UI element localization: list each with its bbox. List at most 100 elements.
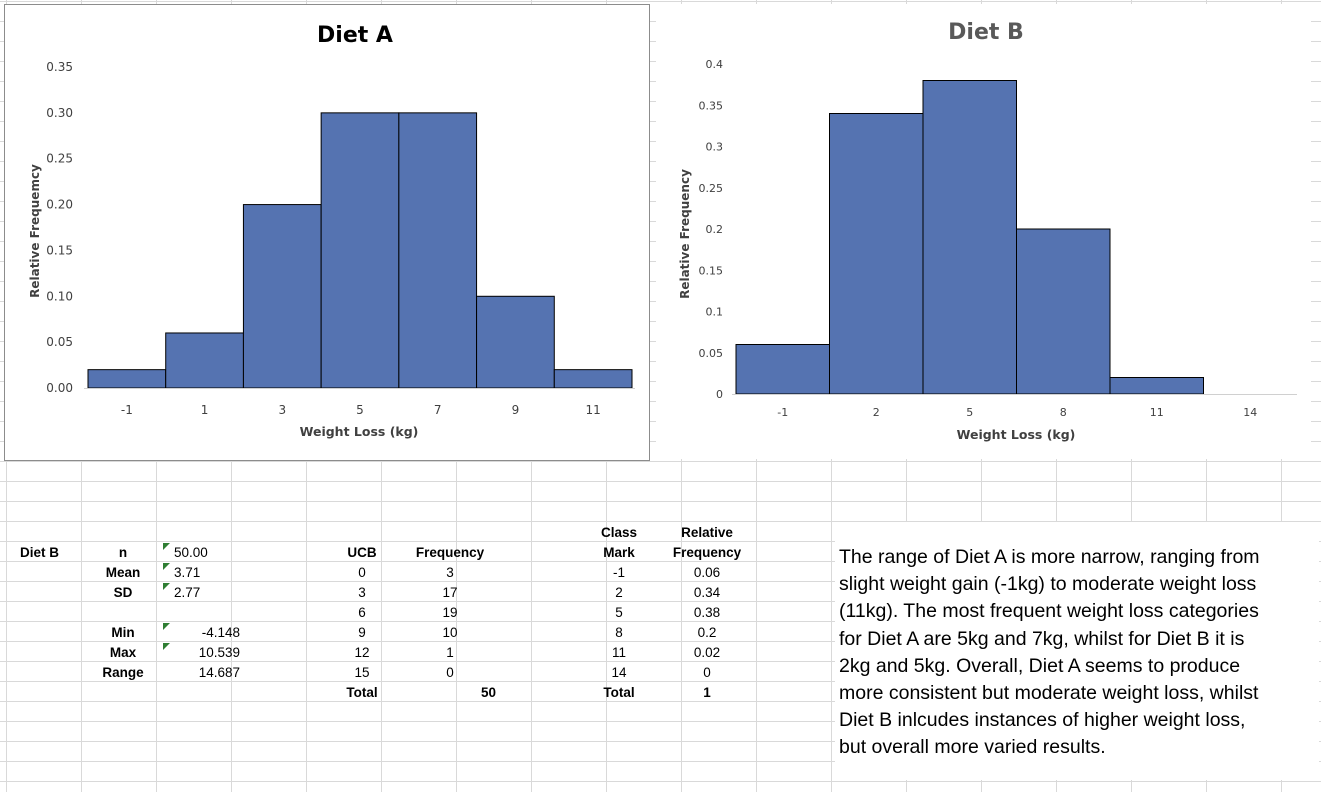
stats-min-value: -4.148 [201, 625, 240, 640]
y-tick-label: 0.15 [699, 264, 724, 277]
error-indicator-icon [163, 543, 170, 550]
histogram-bar [1016, 228, 1111, 395]
y-tick-label: 0 [716, 388, 723, 401]
x-tick-label: 11 [1150, 406, 1164, 419]
x-tick-label: 3 [278, 403, 286, 417]
stats-n-label: n [118, 545, 128, 560]
summary-line: The range of Diet A is more narrow, rang… [839, 546, 1260, 568]
summary-line: Diet B inlcudes instances of higher weig… [839, 709, 1246, 732]
frequency-cell: 19 [442, 605, 458, 620]
y-axis-title: Relative Frequency [678, 169, 692, 299]
frequency-cell: 10 [442, 625, 458, 640]
histogram-bar [398, 112, 478, 389]
relative-frequency-header-line1: Relative [681, 525, 733, 540]
frequency-cell: 1 [446, 645, 454, 660]
frequency-header: Frequency [415, 545, 485, 560]
y-tick-label: 0.25 [699, 182, 724, 195]
y-tick-label: 0.05 [699, 347, 724, 360]
relative-frequency-cell: 0.34 [693, 585, 721, 600]
frequency-cell: 3 [446, 565, 454, 580]
x-tick-label: 8 [1060, 406, 1067, 419]
x-tick-label: 7 [434, 403, 442, 417]
summary-line: more consistent but moderate weight loss… [839, 682, 1259, 705]
class-mark-header-line2: Mark [603, 545, 635, 560]
x-tick-label: 2 [873, 406, 880, 419]
x-tick-label: 5 [966, 406, 973, 419]
y-tick-label: 0.3 [706, 141, 724, 154]
class-mark-cell: 5 [615, 605, 623, 620]
class-mark-cell: 14 [611, 665, 627, 680]
y-tick-label: 0.1 [706, 306, 724, 319]
ucb-cell: 12 [354, 645, 370, 660]
x-tick-label: -1 [777, 406, 788, 419]
x-tick-label: -1 [121, 403, 133, 417]
chart-diet-a: Diet A 0.00 0.05 0.10 0.15 0.20 0.25 0.30 0.35 -1… [4, 4, 650, 461]
chart-diet-b-svg: Diet B 0 0.05 0.1 0.15 0.2 0.25 0.3 0.35 0.4 -1 2 5 8… [678, 20, 1297, 442]
stats-n-value: 50.00 [174, 545, 208, 560]
stats-diet-label: Diet B [20, 545, 60, 560]
ucb-cell: 3 [358, 585, 366, 600]
histogram-bar [87, 369, 167, 389]
stats-range-value: 14.687 [198, 665, 240, 680]
frequency-cell: 17 [442, 585, 458, 600]
chart-diet-b: Diet B 0 0.05 0.1 0.15 0.2 0.25 0.3 0.35 0.4 -1 2 5 8… [656, 4, 1311, 459]
error-indicator-icon [163, 623, 170, 630]
class-mark-cell: 8 [615, 625, 623, 640]
relative-frequency-cell: 0 [703, 665, 711, 680]
histogram-bar [165, 332, 244, 389]
histogram-bar [553, 369, 633, 389]
stats-max-value: 10.539 [198, 645, 240, 660]
frequency-cell: 0 [446, 665, 454, 680]
x-tick-label: 5 [356, 403, 364, 417]
rel-total-value: 1 [703, 685, 711, 700]
stats-mean-label: Mean [105, 565, 141, 580]
summary-line: but overall more varied results. [839, 736, 1106, 759]
error-indicator-icon [163, 643, 170, 650]
histogram-bar [735, 344, 830, 395]
summary-line: 2kg and 5kg. Overall, Diet A seems to pr… [839, 654, 1241, 677]
histogram-bar [1109, 377, 1204, 395]
x-tick-label: 1 [201, 403, 209, 417]
class-mark-cell: -1 [612, 565, 625, 580]
stats-max-label: Max [109, 645, 137, 660]
y-tick-label: 0.30 [46, 106, 73, 120]
histogram-bar [829, 113, 924, 395]
error-indicator-icon [163, 583, 170, 590]
summary-line: (11kg). The most frequent weight loss ca… [839, 600, 1259, 623]
y-axis-title: Relative Frequemcy [28, 164, 42, 298]
histogram-bar [476, 295, 555, 389]
x-axis-title: Weight Loss (kg) [957, 427, 1076, 442]
class-mark-cell: 11 [611, 645, 626, 660]
y-tick-label: 0.15 [46, 243, 73, 257]
ucb-header: UCB [347, 545, 377, 560]
y-tick-label: 0.10 [46, 289, 73, 303]
stats-sd-label: SD [113, 585, 133, 600]
freq-total-label: Total [346, 685, 378, 700]
y-tick-label: 0.4 [706, 58, 724, 71]
summary-line: for Diet A are 5kg and 7kg, whilst for D… [839, 627, 1245, 650]
ucb-cell: 9 [358, 625, 366, 640]
relative-frequency-header-line2: Frequency [672, 545, 742, 560]
histogram-bar [922, 80, 1017, 395]
relative-frequency-cell: 0.2 [697, 625, 717, 640]
stats-sd-value: 2.77 [174, 585, 201, 600]
relative-frequency-cell: 0.06 [693, 565, 721, 580]
summary-line: slight weight gain (-1kg) to moderate we… [839, 573, 1257, 596]
stats-min-label: Min [111, 625, 135, 640]
histogram-bar [242, 204, 322, 389]
x-tick-label: 9 [512, 403, 520, 417]
x-axis-title: Weight Loss (kg) [300, 424, 419, 439]
y-tick-label: 0.35 [699, 99, 724, 112]
chart-title: Diet B [948, 20, 1024, 45]
class-mark-header-line1: Class [600, 525, 638, 540]
ucb-cell: 6 [358, 605, 366, 620]
summary-textbox[interactable]: The range of Diet A is more narrow, rang… [835, 522, 1319, 780]
ucb-cell: 0 [358, 565, 366, 580]
error-indicator-icon [163, 563, 170, 570]
class-mark-cell: 2 [615, 585, 623, 600]
stats-range-label: Range [102, 665, 144, 680]
rel-total-label: Total [603, 685, 635, 700]
freq-total-value: 50 [480, 685, 496, 700]
y-tick-label: 0.2 [706, 223, 724, 236]
y-tick-label: 0.00 [46, 381, 73, 395]
